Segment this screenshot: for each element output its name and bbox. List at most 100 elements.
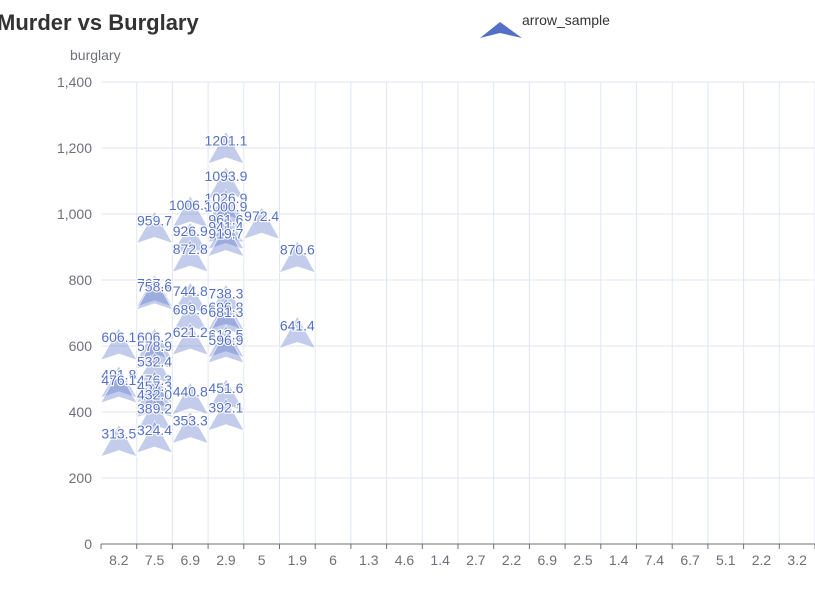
data-point-arrow[interactable] — [135, 327, 174, 361]
data-point-arrow[interactable] — [171, 381, 209, 416]
x-tick-label: 5.1 — [716, 552, 736, 568]
x-tick-label: 1.3 — [359, 552, 379, 568]
grid — [101, 81, 815, 544]
y-tick-label: 400 — [69, 404, 93, 420]
data-point-arrow[interactable] — [278, 315, 316, 349]
data-label: 1000.9 — [205, 199, 248, 215]
x-tick-label: 2.9 — [216, 552, 236, 568]
data-point-arrow[interactable] — [207, 297, 245, 331]
data-point-arrow[interactable] — [135, 210, 174, 244]
data-label: 491.8 — [101, 367, 136, 383]
data-label: 353.3 — [173, 412, 208, 428]
data-point-arrow[interactable] — [135, 274, 174, 308]
data-point-arrow[interactable] — [171, 299, 209, 333]
data-label: 681.3 — [208, 304, 243, 320]
data-point-arrow[interactable] — [171, 281, 209, 315]
data-point-arrow[interactable] — [135, 384, 174, 418]
data-label: 313.5 — [101, 426, 136, 442]
data-label: 621.2 — [173, 324, 208, 340]
y-tick-label: 200 — [69, 470, 93, 486]
data-label: 1026.9 — [205, 190, 248, 206]
data-label: 606.1 — [101, 329, 136, 345]
y-tick-label: 0 — [84, 536, 92, 552]
data-point-arrow[interactable] — [207, 283, 245, 317]
data-point-arrow[interactable] — [207, 330, 245, 364]
data-label: 392.1 — [208, 400, 243, 416]
data-point-arrow[interactable] — [171, 410, 209, 444]
data-point-arrow[interactable] — [207, 378, 245, 412]
data-point-arrow[interactable] — [171, 195, 209, 229]
data-point-arrow[interactable] — [207, 324, 245, 359]
x-tick-label: 6.9 — [538, 552, 558, 568]
data-point-arrow[interactable] — [207, 397, 245, 432]
data-label: 767.6 — [137, 276, 172, 292]
data-point-arrow[interactable] — [135, 420, 174, 454]
data-point-arrow[interactable] — [207, 216, 245, 250]
x-tick-label: 6.9 — [181, 552, 201, 568]
data-label: 476.1 — [101, 372, 136, 388]
x-tick-label: 6.7 — [680, 552, 700, 568]
data-label: 1093.9 — [205, 168, 248, 184]
data-point-arrow[interactable] — [135, 277, 174, 311]
data-point-arrow[interactable] — [171, 239, 209, 273]
data-label: 432.0 — [137, 386, 172, 402]
legend-arrow-icon[interactable] — [480, 22, 522, 38]
data-point-arrow[interactable] — [207, 223, 245, 258]
data-label: 941.4 — [208, 218, 243, 234]
data-point-arrow[interactable] — [100, 423, 138, 458]
x-tick-label: 7.4 — [645, 552, 665, 568]
x-tick-label: 3.2 — [787, 552, 807, 568]
data-label: 696.8 — [208, 299, 243, 315]
data-point-arrow[interactable] — [207, 302, 245, 336]
data-label: 972.4 — [244, 208, 279, 224]
data-label: 961.6 — [208, 212, 243, 228]
x-tick-label: 1.9 — [288, 552, 308, 568]
data-point-arrow[interactable] — [135, 351, 174, 385]
data-point-arrow[interactable] — [207, 131, 245, 165]
data-label: 1006.5 — [169, 197, 212, 213]
data-label: 689.6 — [173, 301, 208, 317]
data-point-arrow[interactable] — [100, 370, 138, 404]
data-point-arrow[interactable] — [135, 336, 174, 370]
legend-label[interactable]: arrow_sample — [522, 12, 610, 28]
data-point-arrow[interactable] — [171, 322, 209, 356]
y-axis-name: burglary — [70, 47, 121, 63]
data-label: 926.9 — [173, 223, 208, 239]
data-label: 744.8 — [173, 283, 208, 299]
data-label: 596.9 — [208, 332, 243, 348]
data-label: 1201.1 — [205, 133, 248, 149]
x-tick-label: 4.6 — [395, 552, 415, 568]
y-tick-label: 600 — [69, 338, 93, 354]
x-tick-label: 1.4 — [609, 552, 629, 568]
x-tick-label: 6 — [329, 552, 337, 568]
data-label: 389.2 — [137, 401, 172, 417]
x-tick-label: 8.2 — [109, 552, 129, 568]
data-label: 758.6 — [137, 279, 172, 295]
data-label: 476.3 — [137, 372, 172, 388]
y-tick-label: 800 — [69, 272, 93, 288]
x-tick-label: 1.4 — [430, 552, 450, 568]
data-points — [100, 131, 316, 458]
data-label: 532.4 — [137, 353, 172, 369]
data-label: 919.7 — [208, 225, 243, 241]
data-label: 457.3 — [137, 378, 172, 394]
data-point-arrow[interactable] — [207, 197, 245, 231]
data-point-arrow[interactable] — [207, 210, 245, 244]
legend[interactable]: arrow_sample — [480, 12, 610, 38]
data-label: 324.4 — [137, 422, 172, 438]
data-point-arrow[interactable] — [135, 370, 174, 404]
data-point-arrow[interactable] — [135, 398, 174, 433]
data-point-arrow[interactable] — [278, 240, 316, 274]
y-tick-label: 1,000 — [57, 206, 92, 222]
data-label: 641.4 — [280, 317, 315, 333]
x-tick-label: 2.5 — [573, 552, 593, 568]
data-point-arrow[interactable] — [207, 166, 245, 200]
data-label: 578.9 — [137, 338, 172, 354]
data-point-arrow[interactable] — [100, 365, 138, 399]
data-label: 613.5 — [208, 327, 243, 343]
y-tick-label: 1,400 — [57, 74, 92, 90]
data-label: 870.6 — [280, 242, 315, 258]
data-point-arrow[interactable] — [243, 206, 281, 240]
